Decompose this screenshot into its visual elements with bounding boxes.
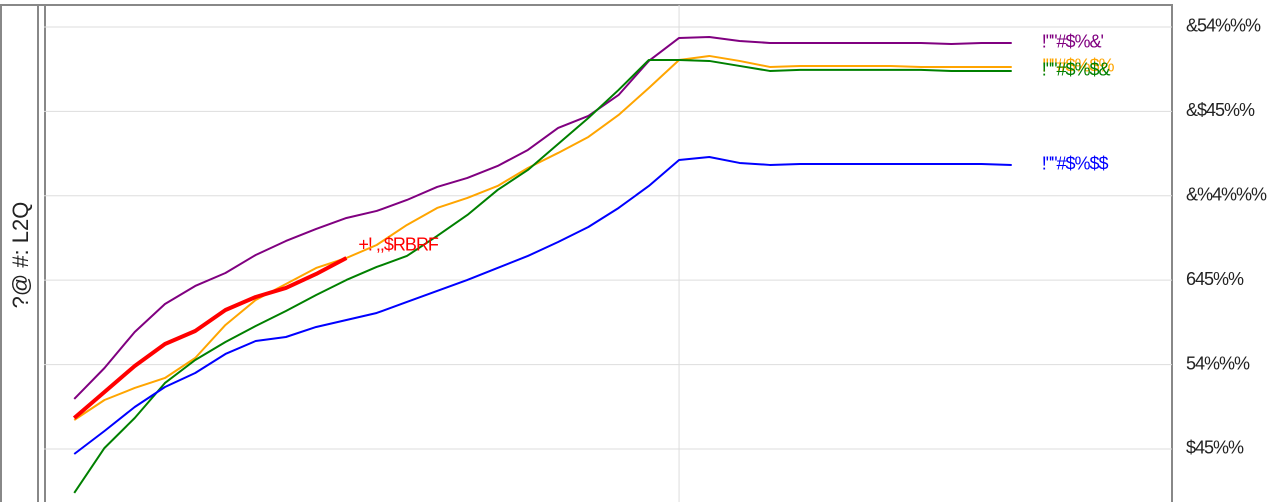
series-line xyxy=(73,58,1012,494)
series-label: +! ,,$RBRF xyxy=(358,235,439,255)
series-label: !""#$%$% xyxy=(1042,56,1115,76)
y-tick-label: &54%%% xyxy=(1186,16,1261,36)
y-tick-label: &$45%% xyxy=(1186,100,1255,120)
series-line xyxy=(73,155,1012,455)
series-line xyxy=(73,35,1012,400)
series-label: !""#$%$& xyxy=(1042,60,1111,80)
y-axis-label: ?@ #: L2Q xyxy=(8,202,33,309)
y-tick-label: 645%% xyxy=(1186,269,1244,289)
y-tick-label: 54%%% xyxy=(1186,353,1250,373)
frame xyxy=(0,4,1173,502)
series-label: !""#$%&' xyxy=(1042,32,1104,52)
series-line xyxy=(73,54,1012,421)
series-line xyxy=(72,256,348,420)
series-label: !""#$%$$ xyxy=(1042,154,1109,174)
y-tick-label: &%4%%% xyxy=(1186,185,1267,205)
y-tick-label: $45%% xyxy=(1186,438,1244,458)
